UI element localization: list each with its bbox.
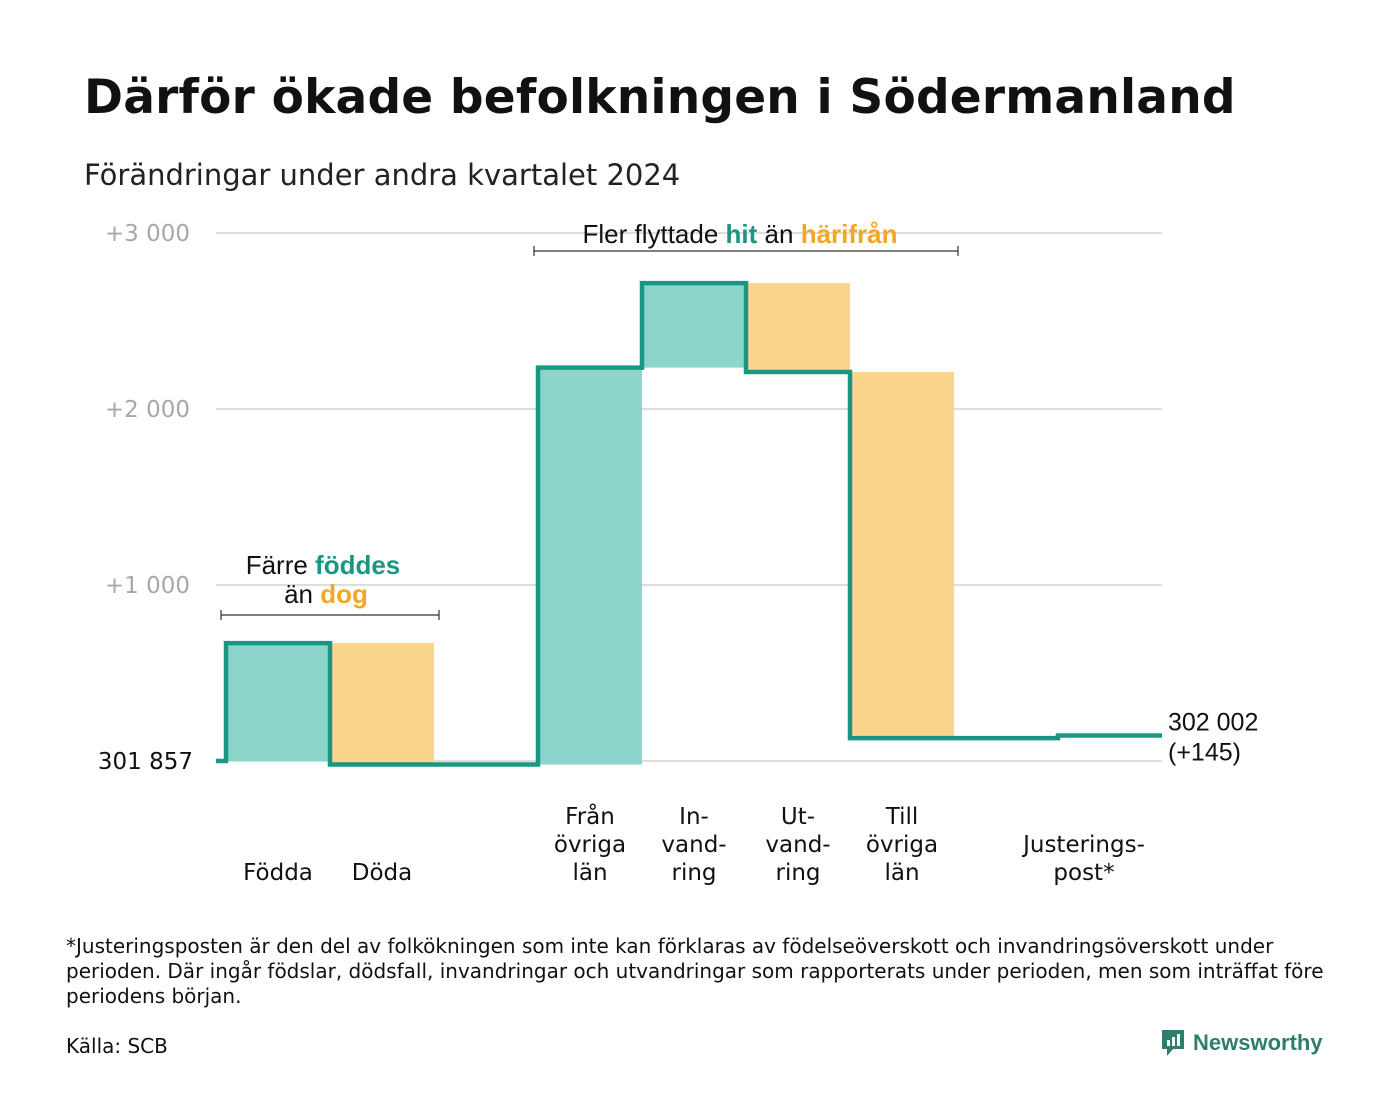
newsworthy-logo-icon xyxy=(1162,1030,1184,1056)
chart-title: Därför ökade befolkningen i Södermanland xyxy=(84,70,1236,125)
bars xyxy=(226,283,954,765)
running-total-line xyxy=(216,280,1162,767)
annotation-birth-line1-plain: Färre xyxy=(246,550,315,580)
annotation-birth-line1: Färre föddes xyxy=(246,550,401,580)
annotation-migration-line1-plain: Fler flyttade xyxy=(582,219,725,249)
category-label-fodda: Födda xyxy=(243,860,313,886)
category-label-till-ovriga-lan: län xyxy=(884,860,919,886)
end-value-label: 302 002 xyxy=(1168,708,1258,736)
bar-invandring xyxy=(642,283,746,368)
category-label-fran-ovriga-lan: Från xyxy=(565,802,615,830)
end-value-label: (+145) xyxy=(1168,738,1241,766)
annotation-migration-line1-plain: än xyxy=(757,219,800,249)
annotation-migration-line1-loss: härifrån xyxy=(801,219,898,249)
base-value-label: 301 857 xyxy=(98,749,193,775)
bar-till-ovriga-lan xyxy=(850,372,954,739)
newsworthy-logo-text: Newsworthy xyxy=(1193,1030,1323,1055)
y-axis-ticks: +1 000 +2 000 +3 000 301 857 xyxy=(98,221,193,775)
category-label-justeringspost: post* xyxy=(1053,860,1114,886)
running-total-path xyxy=(216,280,1162,767)
category-label-utvandring: Ut- xyxy=(781,804,815,830)
category-label-till-ovriga-lan: övriga xyxy=(866,832,938,858)
annotation-birth-line2: än dog xyxy=(284,579,368,609)
category-label-fran-ovriga-lan: övriga xyxy=(554,832,626,858)
category-label-till-ovriga-lan: Till xyxy=(885,804,919,830)
bar-utvandring xyxy=(746,283,850,373)
category-label-invandring: In- xyxy=(679,804,709,830)
waterfall-chart: +1 000 +2 000 +3 000 301 857 302 002(+145) F… xyxy=(98,219,1259,886)
annotation-migration-line1: Fler flyttade hit än härifrån xyxy=(582,219,897,249)
source-note: Källa: SCB xyxy=(66,1034,168,1058)
annotation-birth-line2-loss: dog xyxy=(320,579,368,609)
newsworthy-logo: Newsworthy xyxy=(1160,1028,1323,1058)
category-label-invandring: ring xyxy=(671,860,716,886)
annotation-birth-line1-gain: föddes xyxy=(315,550,400,580)
bar-fodda xyxy=(226,643,330,761)
category-label-fran-ovriga-lan: län xyxy=(572,860,607,886)
y-tick-label: +1 000 xyxy=(105,573,190,599)
category-label-justeringspost: Justerings- xyxy=(1021,832,1145,858)
category-label-utvandring: ring xyxy=(775,860,820,886)
bar-fran-ovriga-lan xyxy=(538,367,642,765)
y-tick-label: +2 000 xyxy=(105,397,190,423)
annotation-birth-line2-plain: än xyxy=(284,579,320,609)
category-labels: 302 002(+145)Födda DödaFrånövrigalänIn-va… xyxy=(243,708,1258,886)
category-label-doda: Döda xyxy=(352,860,412,886)
chart-subtitle: Förändringar under andra kvartalet 2024 xyxy=(84,158,681,192)
y-tick-label: +3 000 xyxy=(105,221,190,247)
category-label-utvandring: vand- xyxy=(765,832,830,858)
footnote: *Justeringsposten är den del av folkökni… xyxy=(66,934,1324,1008)
category-label-invandring: vand- xyxy=(661,832,726,858)
bar-doda xyxy=(330,643,434,765)
annotation-migration-line1-gain: hit xyxy=(726,219,758,249)
